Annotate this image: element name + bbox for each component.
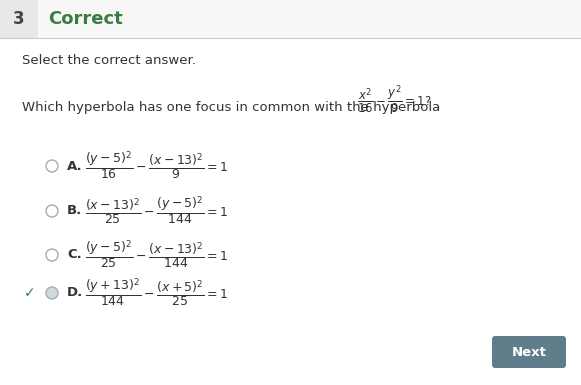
Text: $\dfrac{(y+13)^2}{144}-\dfrac{(x+5)^2}{25}=1$: $\dfrac{(y+13)^2}{144}-\dfrac{(x+5)^2}{2… xyxy=(85,277,228,309)
Text: Select the correct answer.: Select the correct answer. xyxy=(22,54,196,67)
Circle shape xyxy=(46,287,58,299)
Circle shape xyxy=(46,160,58,172)
Text: B.: B. xyxy=(67,204,83,218)
Circle shape xyxy=(46,205,58,217)
FancyBboxPatch shape xyxy=(0,0,581,38)
Text: Correct: Correct xyxy=(48,10,123,28)
Text: C.: C. xyxy=(67,248,82,261)
Text: A.: A. xyxy=(67,159,83,172)
Text: D.: D. xyxy=(67,286,83,300)
Text: 3: 3 xyxy=(13,10,25,28)
Text: Next: Next xyxy=(511,345,547,358)
Text: Which hyperbola has one focus in common with the hyperbola: Which hyperbola has one focus in common … xyxy=(22,102,444,114)
Text: $\dfrac{x^2}{16}-\dfrac{y^2}{9}=1$?: $\dfrac{x^2}{16}-\dfrac{y^2}{9}=1$? xyxy=(357,84,432,116)
Text: ✓: ✓ xyxy=(24,286,36,300)
FancyBboxPatch shape xyxy=(492,336,566,368)
Text: $\dfrac{(y-5)^2}{16}-\dfrac{(x-13)^2}{9}=1$: $\dfrac{(y-5)^2}{16}-\dfrac{(x-13)^2}{9}… xyxy=(85,150,228,182)
FancyBboxPatch shape xyxy=(0,0,38,38)
Text: $\dfrac{(y-5)^2}{25}-\dfrac{(x-13)^2}{144}=1$: $\dfrac{(y-5)^2}{25}-\dfrac{(x-13)^2}{14… xyxy=(85,239,228,271)
Circle shape xyxy=(46,249,58,261)
Text: $\dfrac{(x-13)^2}{25}-\dfrac{(y-5)^2}{144}=1$: $\dfrac{(x-13)^2}{25}-\dfrac{(y-5)^2}{14… xyxy=(85,195,228,227)
